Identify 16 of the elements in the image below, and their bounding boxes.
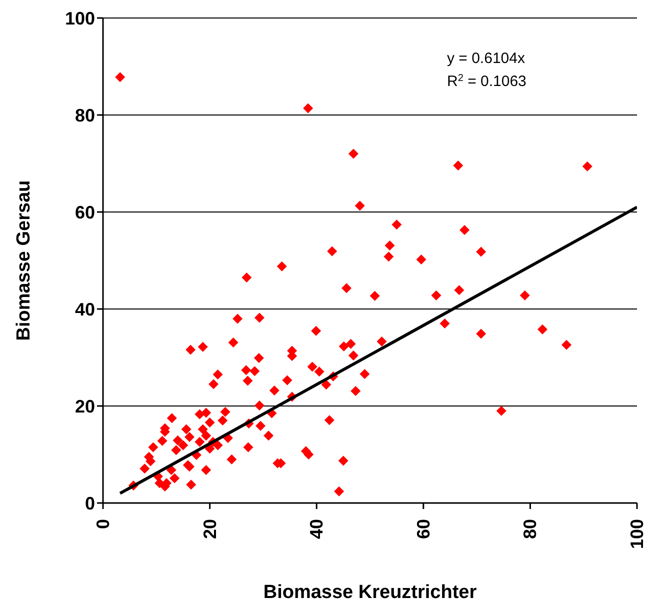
- annotation: y = 0.6104x: [447, 50, 526, 67]
- x-axis-title: Biomasse Kreuztrichter: [263, 582, 478, 603]
- x-tick-label: 100: [627, 519, 647, 550]
- x-tick-label: 20: [200, 519, 220, 540]
- x-tick-label: 80: [520, 519, 540, 540]
- y-tick-label: 0: [84, 493, 95, 514]
- y-tick-label: 80: [74, 105, 95, 126]
- y-tick-label: 40: [74, 299, 95, 320]
- y-tick-label: 60: [74, 202, 95, 222]
- x-tick-label: 40: [306, 519, 327, 540]
- y-axis-title: Biomasse Gersau: [14, 180, 35, 341]
- y-tick-label: 20: [74, 396, 95, 416]
- y-tick-label: 100: [64, 8, 95, 28]
- annotation: R$^{2}$ = 0.1063: [447, 72, 526, 90]
- x-tick-label: 0: [93, 519, 113, 530]
- x-tick-label: 60: [413, 519, 434, 540]
